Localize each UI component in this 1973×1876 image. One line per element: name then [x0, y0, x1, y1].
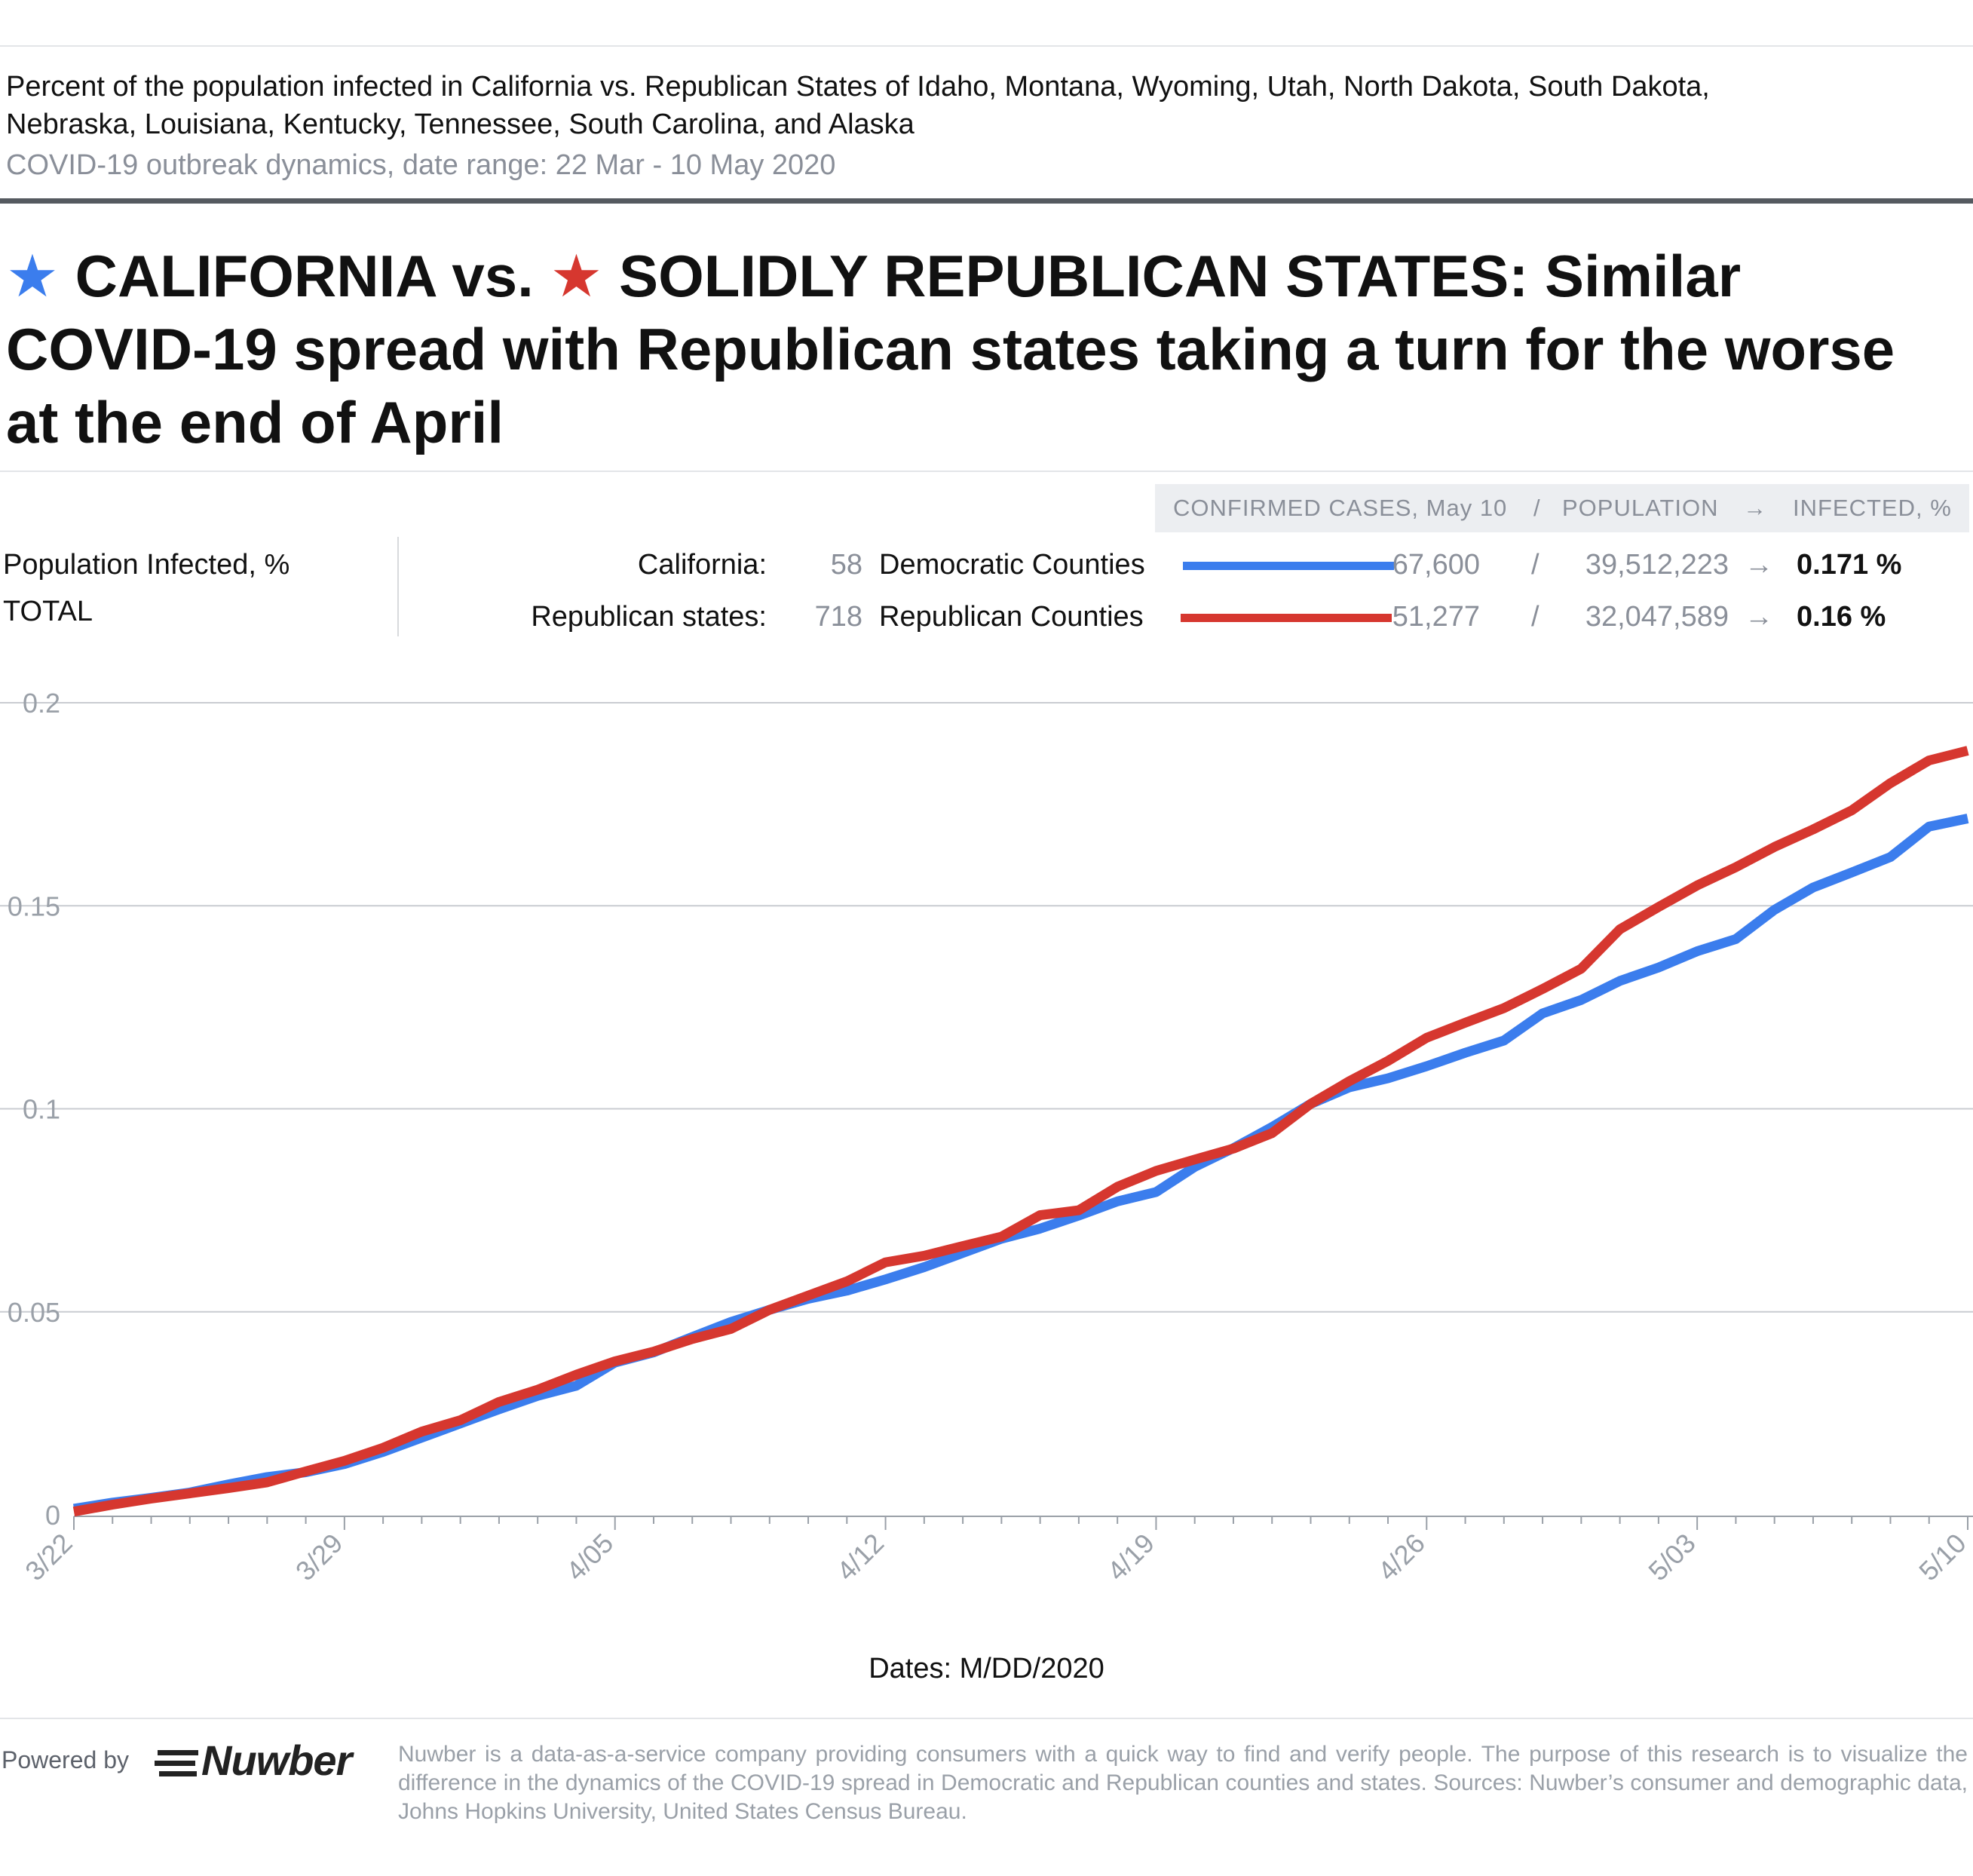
blue-star-icon: ★: [6, 243, 59, 309]
legend-row-cases: 51,277: [1392, 601, 1480, 633]
y-tick-label: 0: [45, 1500, 60, 1531]
series-line-democratic: [72, 814, 1969, 1514]
x-tick-label: 3/29: [290, 1528, 349, 1587]
top-divider: [0, 45, 1973, 47]
legend-left-total: TOTAL: [3, 596, 93, 627]
legend-row-infected: 0.16 %: [1797, 601, 1886, 633]
red-star-icon: ★: [550, 243, 603, 309]
x-axis-label: Dates: M/DD/2020: [869, 1653, 1104, 1684]
legend-row-arrow: →: [1745, 601, 1773, 633]
y-tick-label: 0.1: [23, 1094, 60, 1125]
col-infected-label: INFECTED, %: [1793, 495, 1952, 521]
legend-left-label: Population Infected, %: [3, 549, 290, 581]
legend-row-population: 32,047,589: [1585, 601, 1729, 633]
headline-divider: [0, 471, 1973, 472]
legend-swatch-democratic: [1183, 562, 1394, 570]
legend-row-name: Republican Counties: [879, 601, 1144, 633]
legend-row-arrow: →: [1745, 549, 1773, 581]
x-tick-label: 5/03: [1642, 1528, 1702, 1587]
legend-row-cases: 67,600: [1392, 549, 1480, 581]
legend-row-slash: /: [1531, 601, 1539, 633]
legend-swatch-republican: [1181, 614, 1392, 622]
legend-row-group: California:: [637, 549, 767, 581]
date-range-meta: COVID-19 outbreak dynamics, date range: …: [6, 149, 836, 181]
y-tick-label: 0.05: [8, 1297, 60, 1328]
y-tick-label: 0.2: [23, 688, 60, 719]
col-population-label: POPULATION: [1562, 495, 1719, 521]
legend-row-name: Democratic Counties: [879, 549, 1145, 581]
headline-part-2: SOLIDLY REPUBLICAN STATES: Similar COVID…: [6, 243, 1895, 455]
series-line-republican: [72, 746, 1969, 1517]
x-tick-label: 5/10: [1913, 1528, 1972, 1587]
footer-note: Nuwber is a data-as-a-service company pr…: [398, 1742, 1968, 1824]
legend-row-population: 39,512,223: [1585, 549, 1729, 581]
x-tick-label: 4/19: [1101, 1528, 1161, 1587]
legend-row-slash: /: [1531, 549, 1539, 581]
footer-divider: [0, 1718, 1973, 1719]
x-tick-label: 4/26: [1371, 1528, 1431, 1587]
y-tick-label: 0.15: [8, 890, 60, 921]
x-tick-label: 4/12: [831, 1528, 890, 1587]
col-cases-label: CONFIRMED CASES, May 10: [1173, 495, 1508, 521]
x-tick-label: 3/22: [19, 1528, 78, 1587]
logo-text: Nuwber: [201, 1737, 352, 1784]
col-arrow: →: [1743, 495, 1767, 521]
legend-column-header: CONFIRMED CASES, May 10 / POPULATION → I…: [1155, 484, 1969, 532]
x-tick-label: 4/05: [560, 1528, 620, 1587]
nuwber-logo: Nuwber: [155, 1736, 352, 1789]
legend-row-infected: 0.171 %: [1797, 549, 1902, 581]
header-thick-divider: [0, 198, 1973, 204]
col-slash: /: [1533, 495, 1541, 521]
headline-part-1: CALIFORNIA vs.: [75, 243, 534, 309]
headline: ★ CALIFORNIA vs. ★ SOLIDLY REPUBLICAN ST…: [6, 240, 1936, 459]
chart-subtitle: Percent of the population infected in Ca…: [6, 71, 1710, 140]
legend-separator: [397, 537, 399, 636]
line-chart: 0 0.05 0.1 0.15 0.2 3/22 3/29 4/05 4/12 4/19 4/26 5…: [0, 688, 1973, 1587]
legend-row-group: Republican states:: [531, 601, 767, 633]
powered-by-label: Powered by: [2, 1746, 129, 1773]
logo-lines-icon: [155, 1740, 198, 1789]
legend-row-count: 718: [814, 601, 862, 633]
legend-row-count: 58: [830, 549, 862, 581]
